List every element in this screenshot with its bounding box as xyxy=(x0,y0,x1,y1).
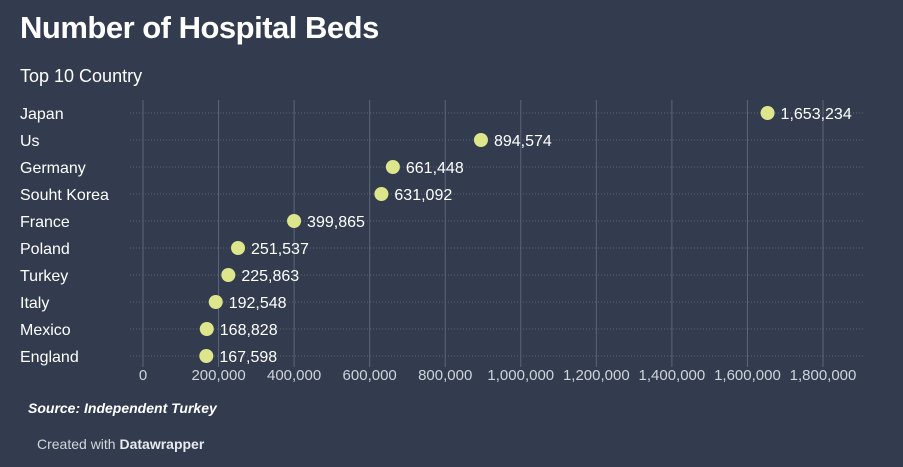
category-label: France xyxy=(20,214,70,231)
x-tick-label: 200,000 xyxy=(191,367,245,384)
data-label: 661,448 xyxy=(406,160,464,177)
source-note: Source: Independent Turkey xyxy=(28,400,217,416)
category-label: Germany xyxy=(20,160,86,177)
data-label: 399,865 xyxy=(307,214,365,231)
data-point xyxy=(231,241,246,255)
data-label: 631,092 xyxy=(394,187,452,204)
data-point xyxy=(199,349,214,363)
x-tick-label: 1,400,000 xyxy=(639,367,706,384)
chart-subtitle: Top 10 Country xyxy=(20,66,143,86)
x-tick-label: 600,000 xyxy=(343,367,397,384)
x-tick-label: 800,000 xyxy=(418,367,472,384)
category-label: Poland xyxy=(20,241,70,258)
chart-title: Number of Hospital Beds xyxy=(20,10,379,45)
category-label: England xyxy=(20,349,79,366)
data-label: 168,828 xyxy=(220,322,278,339)
category-label: Turkey xyxy=(20,268,68,285)
category-label: Mexico xyxy=(20,322,71,339)
data-point xyxy=(208,295,223,309)
category-label: Us xyxy=(20,133,40,150)
category-label: Japan xyxy=(20,106,64,123)
category-label: Souht Korea xyxy=(20,187,109,204)
x-tick-label: 1,200,000 xyxy=(563,367,630,384)
x-tick-label: 1,600,000 xyxy=(714,367,781,384)
x-tick-label: 0 xyxy=(139,367,147,384)
data-point xyxy=(374,187,389,201)
data-label: 1,653,234 xyxy=(781,106,852,123)
data-label: 225,863 xyxy=(241,268,299,285)
credit-brand-link[interactable]: Datawrapper xyxy=(119,436,205,452)
data-point xyxy=(199,322,214,336)
credit-line: Created with Datawrapper xyxy=(37,436,204,452)
data-point xyxy=(221,268,236,282)
data-label: 251,537 xyxy=(251,241,309,258)
dot-plot-chart: 0 200,000 400,000 600,000 800,000 1,000,000 1,… xyxy=(20,100,863,384)
data-label: 167,598 xyxy=(219,349,277,366)
data-point xyxy=(760,106,775,120)
x-tick-label: 1,000,000 xyxy=(487,367,554,384)
x-tick-label: 400,000 xyxy=(267,367,321,384)
data-point xyxy=(473,133,488,147)
data-label: 894,574 xyxy=(494,133,552,150)
category-label: Italy xyxy=(20,295,49,312)
x-tick-label: 1,800,000 xyxy=(790,367,857,384)
credit-prefix: Created with xyxy=(37,436,116,452)
data-label: 192,548 xyxy=(229,295,287,312)
data-point xyxy=(385,160,400,174)
data-point xyxy=(287,214,302,228)
